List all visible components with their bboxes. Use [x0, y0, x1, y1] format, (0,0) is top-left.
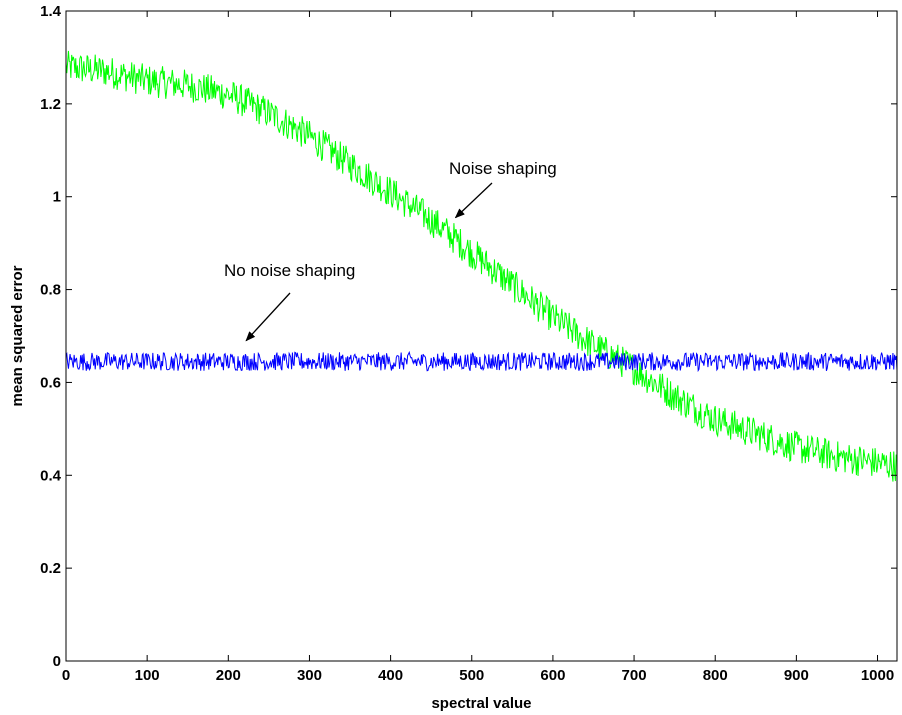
x-tick-label: 700 — [622, 667, 647, 684]
x-tick-label: 600 — [540, 667, 565, 684]
x-tick-label: 100 — [135, 667, 160, 684]
x-axis-label: spectral value — [431, 695, 531, 712]
plot-area — [65, 10, 898, 662]
y-tick-label: 0.8 — [40, 282, 61, 299]
y-tick-label: 1.4 — [40, 3, 62, 20]
annotation-label: No noise shaping — [224, 261, 355, 280]
y-tick-label: 0.4 — [40, 467, 62, 484]
series-line-0 — [65, 50, 898, 482]
annotations: Noise shaping No noise shaping — [224, 159, 557, 342]
annotation-arrow — [245, 292, 291, 342]
y-tick-label: 1 — [53, 189, 61, 206]
x-tick-label: 1000 — [861, 667, 894, 684]
y-tick-label: 1.2 — [40, 96, 61, 113]
y-tick-label: 0.6 — [40, 374, 61, 391]
x-tick-label: 400 — [378, 667, 403, 684]
x-tick-label: 900 — [784, 667, 809, 684]
x-tick-label: 0 — [62, 667, 70, 684]
y-tick-label: 0.2 — [40, 560, 61, 577]
x-tick-label: 300 — [297, 667, 322, 684]
series-line-1 — [65, 350, 898, 373]
series-layer — [65, 50, 898, 482]
y-axis-label: mean squared error — [9, 265, 26, 406]
y-tick-label: 0 — [53, 653, 61, 670]
annotation-label: Noise shaping — [449, 159, 557, 178]
x-tick-label: 500 — [459, 667, 484, 684]
x-tick-label: 200 — [216, 667, 241, 684]
annotation-arrow — [454, 182, 493, 219]
axis-ticks: 0 100 200 300 400 500 600 700 800 900 1000 0 0.2 0.4 0… — [40, 3, 897, 684]
x-tick-label: 800 — [703, 667, 728, 684]
